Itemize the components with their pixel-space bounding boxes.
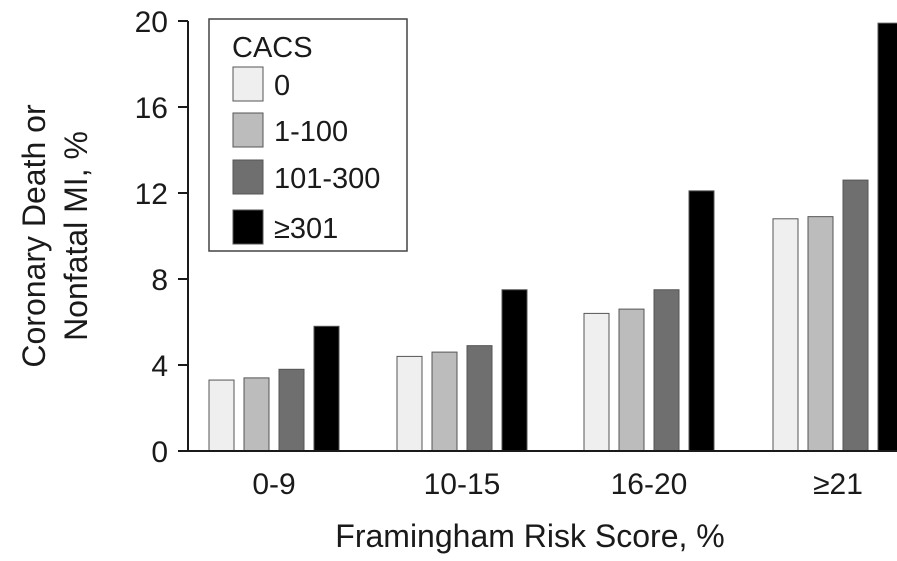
bar <box>243 377 270 452</box>
legend-swatch <box>232 159 264 195</box>
bar <box>313 325 340 452</box>
bar <box>278 368 305 452</box>
x-tick-label: 10-15 <box>424 468 501 501</box>
bar <box>618 308 645 452</box>
y-tick-label: 12 <box>135 178 168 211</box>
legend-label: 0 <box>274 70 290 102</box>
y-axis-title-line-1: Coronary Death or <box>16 104 52 368</box>
bar <box>842 179 869 452</box>
bar <box>583 312 610 452</box>
bar <box>466 345 493 452</box>
y-tick-label: 16 <box>135 92 168 125</box>
bar <box>772 218 799 452</box>
legend-swatch <box>232 112 264 148</box>
x-tick-label: 16-20 <box>611 468 688 501</box>
legend-swatch <box>232 209 264 245</box>
bar <box>208 379 235 452</box>
bar <box>877 22 897 452</box>
legend: CACS 0 1-100 101-300 ≥301 <box>208 18 408 252</box>
y-tick-label: 20 <box>135 6 168 39</box>
x-tick-label: ≥21 <box>813 468 863 501</box>
x-axis-title: Framingham Risk Score, % <box>335 518 724 554</box>
y-axis-title-line-2: Nonfatal MI, % <box>58 131 94 341</box>
bar <box>431 351 458 452</box>
bar <box>688 190 715 452</box>
legend-label: 1-100 <box>274 116 348 148</box>
legend-title: CACS <box>232 32 313 64</box>
y-tick-label: 8 <box>151 264 168 297</box>
bar <box>501 289 528 452</box>
legend-label: 101-300 <box>274 163 380 195</box>
legend-swatch <box>232 66 264 102</box>
bar <box>396 355 423 452</box>
y-tick-label: 0 <box>151 436 168 469</box>
y-tick-label: 4 <box>151 350 168 383</box>
x-tick-label: 0-9 <box>252 468 295 501</box>
bar <box>653 289 680 452</box>
bar <box>807 216 834 452</box>
legend-label: ≥301 <box>274 213 338 245</box>
